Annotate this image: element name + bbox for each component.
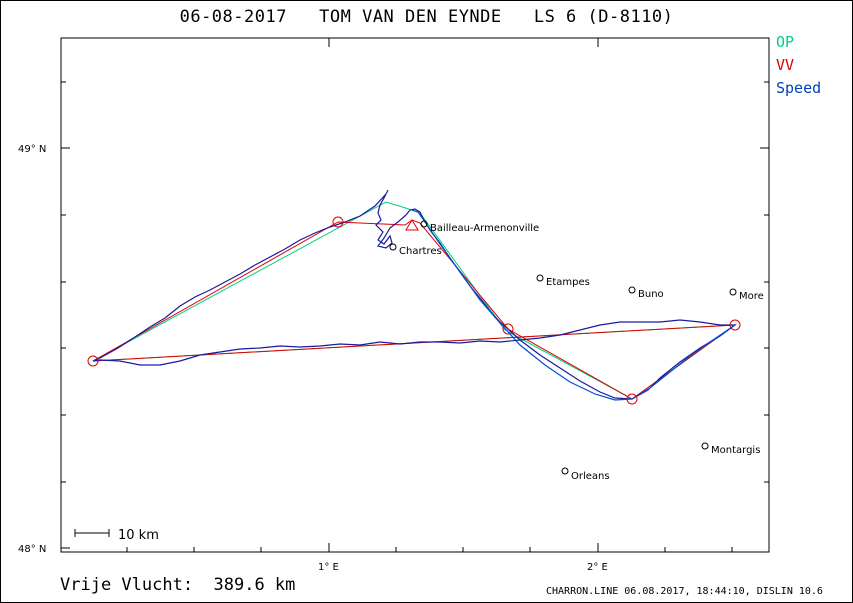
place-marker-more xyxy=(729,288,737,296)
place-label-bailleau: Bailleau-Armenonville xyxy=(430,223,539,234)
y-axis-ticks xyxy=(61,81,769,549)
place-marker-orleans xyxy=(561,467,569,475)
place-label-more: More xyxy=(739,291,764,302)
place-label-orleans: Orleans xyxy=(571,471,610,482)
turnpoint-2 xyxy=(502,323,514,335)
turnpoint-3 xyxy=(626,393,638,405)
x-axis-ticks xyxy=(126,38,733,552)
legend-vv: VV xyxy=(776,56,795,74)
lon-label-1e: 1° E xyxy=(318,562,339,573)
lon-label-2e: 2° E xyxy=(587,562,608,573)
place-label-montargis: Montargis xyxy=(711,445,760,456)
place-label-chartres: Chartres xyxy=(399,246,442,257)
places: Bailleau-Armenonville Chartres Etampes B… xyxy=(389,220,764,482)
map-border xyxy=(60,37,770,553)
turnpoint-triangle xyxy=(405,219,419,231)
place-marker-chartres xyxy=(389,243,397,251)
turnpoint-start xyxy=(87,355,99,367)
vv-route xyxy=(92,219,737,400)
place-marker-bailleau xyxy=(420,220,428,228)
scale-label: 10 km xyxy=(118,528,159,543)
place-marker-buno xyxy=(628,286,636,294)
distance-summary: Vrije Vlucht: 389.6 km xyxy=(60,575,296,595)
legend-op: OP xyxy=(776,33,795,51)
turnpoint-4 xyxy=(729,319,741,331)
scale-bar: 10 km xyxy=(74,528,159,543)
place-label-buno: Buno xyxy=(638,289,664,300)
turnpoint-1 xyxy=(332,216,344,228)
flight-track-speed xyxy=(411,209,736,401)
place-marker-etampes xyxy=(536,274,544,282)
place-marker-montargis xyxy=(701,442,709,450)
program-stamp: CHARRON.LINE 06.08.2017, 18:44:10, DISLI… xyxy=(546,586,823,597)
place-label-etampes: Etampes xyxy=(546,277,590,288)
lat-label-49: 49° N xyxy=(18,144,46,155)
lat-label-48: 48° N xyxy=(18,544,46,555)
legend-speed: Speed xyxy=(776,79,822,97)
turnpoints xyxy=(87,216,741,405)
flight-title: 06-08-2017 TOM VAN DEN EYNDE LS 6 (D-811… xyxy=(179,7,674,27)
